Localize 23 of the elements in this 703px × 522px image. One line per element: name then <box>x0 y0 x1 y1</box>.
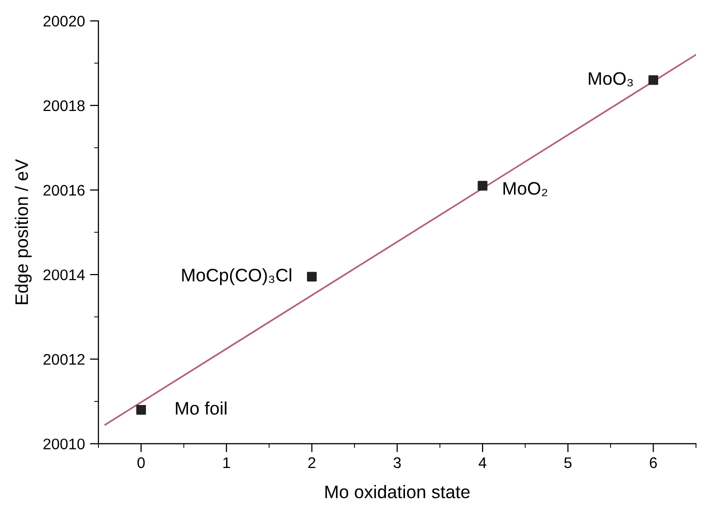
point <box>648 75 658 85</box>
x-tick-label: 0 <box>137 457 145 468</box>
annotation: MoO₃ <box>588 72 633 86</box>
x-tick-label: 1 <box>223 457 230 468</box>
x-tick-label: 2 <box>308 457 316 468</box>
x-tick-label: 4 <box>478 457 486 468</box>
x-tick-label: 5 <box>564 457 572 468</box>
x-tick-label: 6 <box>650 457 657 468</box>
point <box>136 405 146 415</box>
x-tick-label: 3 <box>394 457 401 468</box>
y-tick-label: 20020 <box>44 16 85 27</box>
annotation: MoO₂ <box>503 182 548 196</box>
y-tick-label: 20016 <box>44 184 85 196</box>
annotation: Mo foil <box>176 401 226 415</box>
y-tick-label: 20014 <box>44 269 85 280</box>
y-tick-label: 20018 <box>44 100 85 112</box>
annotation: MoCp(CO)₃Cl <box>182 268 292 286</box>
point <box>306 272 317 282</box>
point <box>478 180 488 191</box>
y-axis-title: Edge position / eV <box>14 159 32 304</box>
y-tick-label: 20010 <box>44 438 85 450</box>
x-axis-title: Mo oxidation state <box>325 485 470 498</box>
y-tick-label: 20012 <box>44 354 84 365</box>
